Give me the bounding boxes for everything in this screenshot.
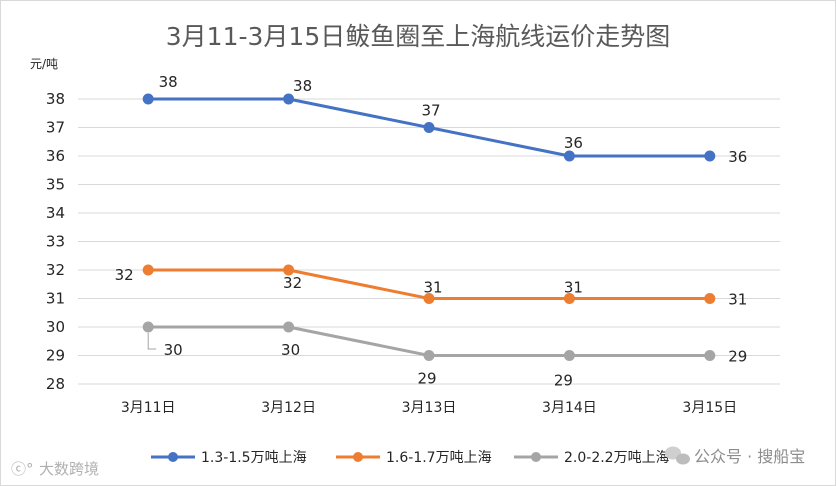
watermark-left-text: 大数跨境	[39, 460, 99, 478]
data-label: 38	[159, 73, 178, 91]
y-axis-unit-label: 元/吨	[30, 57, 58, 71]
data-label: 29	[417, 370, 436, 388]
x-tick-label: 3月12日	[261, 400, 316, 416]
watermark-right-text: 公众号 · 搜船宝	[694, 447, 805, 466]
x-tick-label: 3月11日	[121, 400, 176, 416]
data-label: 38	[293, 77, 312, 95]
data-point	[423, 350, 435, 361]
y-tick-label: 30	[46, 318, 65, 336]
data-point	[283, 264, 295, 276]
data-label: 32	[115, 266, 134, 284]
x-tick-label: 3月14日	[542, 400, 597, 416]
data-label: 31	[564, 279, 583, 297]
y-tick-label: 28	[46, 375, 65, 393]
y-tick-label: 32	[46, 261, 65, 279]
x-tick-label: 3月13日	[402, 400, 457, 416]
data-label: 36	[728, 148, 747, 166]
data-label: 37	[421, 102, 440, 120]
watermark-bottom-right: 公众号 · 搜船宝	[665, 446, 805, 466]
legend-item: 1.3-1.5万吨上海	[151, 450, 307, 466]
legend-swatch-marker	[353, 452, 363, 462]
label-leader-line	[147, 333, 157, 350]
y-tick-label: 38	[46, 90, 65, 108]
data-label: 30	[281, 341, 300, 359]
y-tick-label: 35	[46, 176, 65, 194]
legend-swatch-marker	[168, 452, 178, 462]
data-point	[423, 293, 435, 304]
data-point	[142, 93, 154, 105]
wechat-icon	[665, 446, 690, 465]
y-tick-label: 29	[46, 347, 65, 365]
data-point	[423, 122, 435, 133]
y-tick-label: 33	[46, 233, 65, 251]
data-point	[142, 264, 154, 276]
legend-label: 1.3-1.5万吨上海	[201, 450, 307, 466]
y-tick-label: 34	[46, 204, 65, 222]
data-point	[283, 321, 295, 333]
legend-label: 2.0-2.2万吨上海	[564, 450, 670, 466]
data-label: 31	[423, 279, 442, 297]
legend-item: 1.6-1.7万吨上海	[336, 450, 492, 466]
legend-swatch-marker	[531, 452, 541, 462]
data-point	[283, 93, 295, 105]
watermark-logo-icon: ⓒ°	[11, 460, 34, 478]
data-point	[142, 321, 154, 333]
data-label: 31	[728, 291, 747, 309]
y-tick-label: 36	[46, 147, 65, 165]
data-label: 32	[283, 274, 302, 292]
data-label: 29	[554, 372, 573, 390]
data-point	[563, 350, 575, 361]
data-label: 29	[728, 348, 747, 366]
data-point	[563, 150, 575, 162]
data-point	[704, 350, 716, 361]
watermark-bottom-left: ⓒ° 大数跨境	[11, 460, 99, 478]
data-label: 36	[564, 134, 583, 152]
legend-item: 2.0-2.2万吨上海	[514, 450, 670, 466]
data-point	[704, 150, 716, 162]
data-point	[563, 293, 575, 304]
y-tick-label: 31	[46, 290, 65, 308]
data-label: 30	[164, 341, 183, 359]
x-tick-label: 3月15日	[682, 400, 737, 416]
chart-title: 3月11-3月15日鲅鱼圈至上海航线运价走势图	[166, 22, 670, 51]
y-tick-label: 37	[46, 119, 65, 137]
data-point	[704, 293, 716, 304]
legend-label: 1.6-1.7万吨上海	[386, 450, 492, 466]
